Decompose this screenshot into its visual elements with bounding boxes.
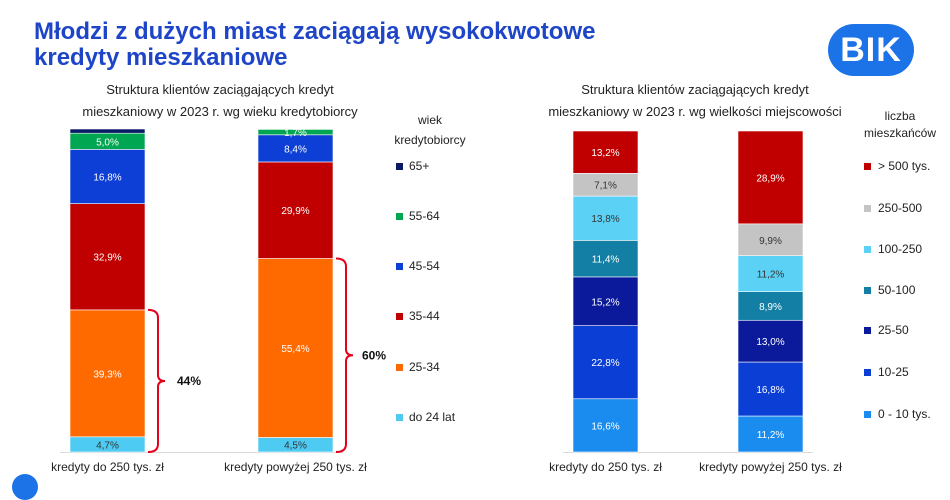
legend-label: 50-100	[878, 283, 916, 297]
legend-swatch	[864, 205, 871, 212]
legend-swatch	[864, 327, 871, 334]
legend-label: 10-25	[878, 365, 909, 379]
legend-swatch	[864, 287, 871, 294]
legend-label: 0 - 10 tys.	[878, 407, 931, 421]
data-label: 9,9%	[759, 236, 782, 247]
data-label: 28,9%	[756, 173, 784, 184]
legend-title: mieszkańców	[864, 126, 936, 140]
legend-label: 100-250	[878, 242, 922, 256]
data-label: 15,2%	[591, 297, 619, 308]
legend-label: 25-50	[878, 323, 909, 337]
legend-label: > 500 tys.	[878, 159, 930, 173]
data-label: 11,2%	[757, 270, 785, 281]
data-label: 16,8%	[756, 385, 784, 396]
data-label: 7,1%	[594, 181, 617, 192]
category-label: kredyty do 250 tys. zł	[549, 460, 662, 474]
data-label: 22,8%	[591, 358, 619, 369]
data-label: 13,0%	[756, 337, 784, 348]
data-label: 13,8%	[591, 214, 619, 225]
data-label: 8,9%	[759, 302, 782, 313]
settlement-size-chart: 16,6% 22,8% 15,2% 11,4% 13,8% 7,1% 13,2% kredyt…	[0, 0, 950, 483]
legend-swatch	[864, 411, 871, 418]
legend-swatch	[864, 163, 871, 170]
data-label: 13,2%	[591, 148, 619, 159]
legend-swatch	[864, 369, 871, 376]
data-label: 16,6%	[591, 421, 619, 432]
data-label: 11,4%	[592, 255, 620, 266]
data-label: 11,2%	[757, 430, 785, 441]
corner-decoration	[12, 474, 38, 500]
legend-swatch	[864, 246, 871, 253]
legend-title: liczba	[885, 109, 916, 123]
category-label: kredyty powyżej 250 tys. zł	[699, 460, 842, 474]
legend-label: 250-500	[878, 201, 922, 215]
